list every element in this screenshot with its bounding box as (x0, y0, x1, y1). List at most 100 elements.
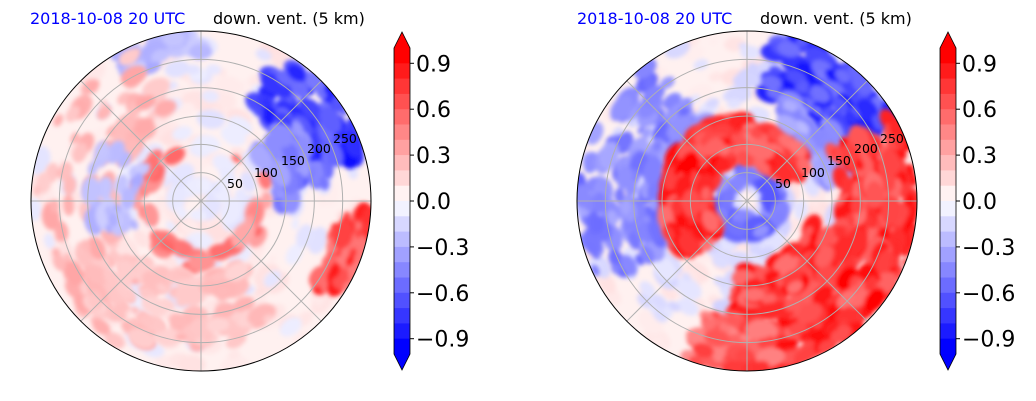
field-cell (642, 156, 663, 185)
field-cell (163, 146, 186, 165)
field-cell (677, 297, 699, 316)
field-cell (620, 199, 631, 215)
field-cell (894, 134, 906, 150)
field-cell (81, 239, 91, 252)
colorbar-tick-label: 0.0 (416, 190, 451, 215)
field-cell (253, 108, 264, 118)
field-cell (72, 142, 88, 163)
field-cell (705, 97, 720, 109)
field-cell (317, 192, 327, 207)
field-cell (85, 79, 100, 94)
field-cell (782, 337, 799, 349)
field-cell (319, 106, 342, 134)
field-cell (295, 224, 314, 248)
field-cell (815, 69, 829, 81)
field-cell (172, 126, 193, 141)
field-cell (123, 49, 136, 59)
field-cell (52, 253, 66, 271)
field-cell (898, 148, 907, 160)
field-cell (332, 220, 353, 250)
field-cell (606, 210, 618, 226)
field-cell (787, 280, 803, 294)
field-cell (151, 49, 170, 63)
field-cell (154, 99, 177, 117)
field-cell (583, 151, 599, 174)
colorbar-segment (940, 78, 956, 95)
field-cell (254, 226, 263, 237)
field-cell (810, 85, 831, 103)
polar-frame-right (576, 30, 918, 372)
field-cell (355, 228, 363, 239)
field-cell (721, 360, 749, 371)
field-cell (614, 187, 625, 203)
radial-labels-left: 50 100 150 200 250 (227, 131, 357, 191)
field-cell (657, 67, 668, 77)
field-cell (62, 259, 84, 286)
colorbar-segment (940, 48, 956, 64)
field-cell (205, 64, 222, 75)
radial-label: 100 (254, 165, 278, 180)
colorbar-segment (940, 323, 956, 340)
field-cell (196, 109, 226, 129)
colorbar-segment (940, 185, 956, 202)
field-cell (33, 185, 41, 196)
field-band (680, 311, 786, 371)
field-cell (210, 242, 234, 261)
field-cell (616, 165, 633, 190)
field-cell (726, 98, 742, 109)
field-band (82, 255, 277, 352)
radial-label: 50 (775, 176, 791, 191)
field-cell (769, 65, 782, 75)
field-cell (875, 219, 883, 231)
field-cell (136, 94, 156, 111)
field-cell (749, 129, 763, 139)
colorbar-right: 0.9 0.6 0.3 0.0 −0.3 −0.6 −0.9 (939, 31, 1015, 371)
field-cell (231, 221, 256, 248)
field-cell (788, 139, 807, 158)
colorbar-segment (394, 292, 410, 309)
polar-grid-left (31, 31, 371, 371)
field-cell (189, 342, 204, 352)
colorbar-segment (394, 201, 410, 217)
field-cell (592, 192, 607, 214)
colorbar-segment (394, 308, 410, 324)
field-cell (268, 122, 292, 148)
field-cell (757, 335, 778, 350)
field-cell (740, 45, 761, 60)
field-cell (201, 90, 219, 103)
field-cell (319, 175, 330, 191)
field-cell (743, 287, 765, 302)
field-cell (268, 255, 277, 264)
field-cell (210, 182, 221, 193)
colorbar-segment (940, 109, 956, 125)
field-cell (761, 293, 777, 304)
field-cell (835, 69, 851, 83)
field-cell (159, 266, 169, 274)
field-cell (725, 315, 742, 327)
field-cell (135, 161, 144, 173)
radial-label: 50 (227, 176, 243, 191)
field-cell (808, 231, 819, 245)
field-cell (771, 211, 785, 227)
radial-label: 150 (827, 153, 851, 168)
field-cell (220, 197, 241, 225)
field-cell (599, 141, 620, 170)
title-time-left: 2018-10-08 20 UTC (30, 9, 185, 28)
field-cell (679, 151, 699, 173)
field-cell (162, 31, 186, 47)
field-cell (130, 317, 140, 326)
field-cell (844, 110, 858, 124)
field-cell (62, 194, 74, 211)
field-cell (692, 342, 714, 358)
field-cell (361, 223, 370, 236)
field-cell (677, 234, 697, 256)
field-cell (103, 269, 121, 287)
colorbar-segment (394, 155, 410, 171)
field-cell (783, 100, 798, 112)
field-cell (55, 168, 63, 178)
field-cell (217, 288, 229, 297)
field-cell (172, 90, 185, 100)
field-cell (878, 272, 897, 295)
field-cell (324, 141, 344, 167)
